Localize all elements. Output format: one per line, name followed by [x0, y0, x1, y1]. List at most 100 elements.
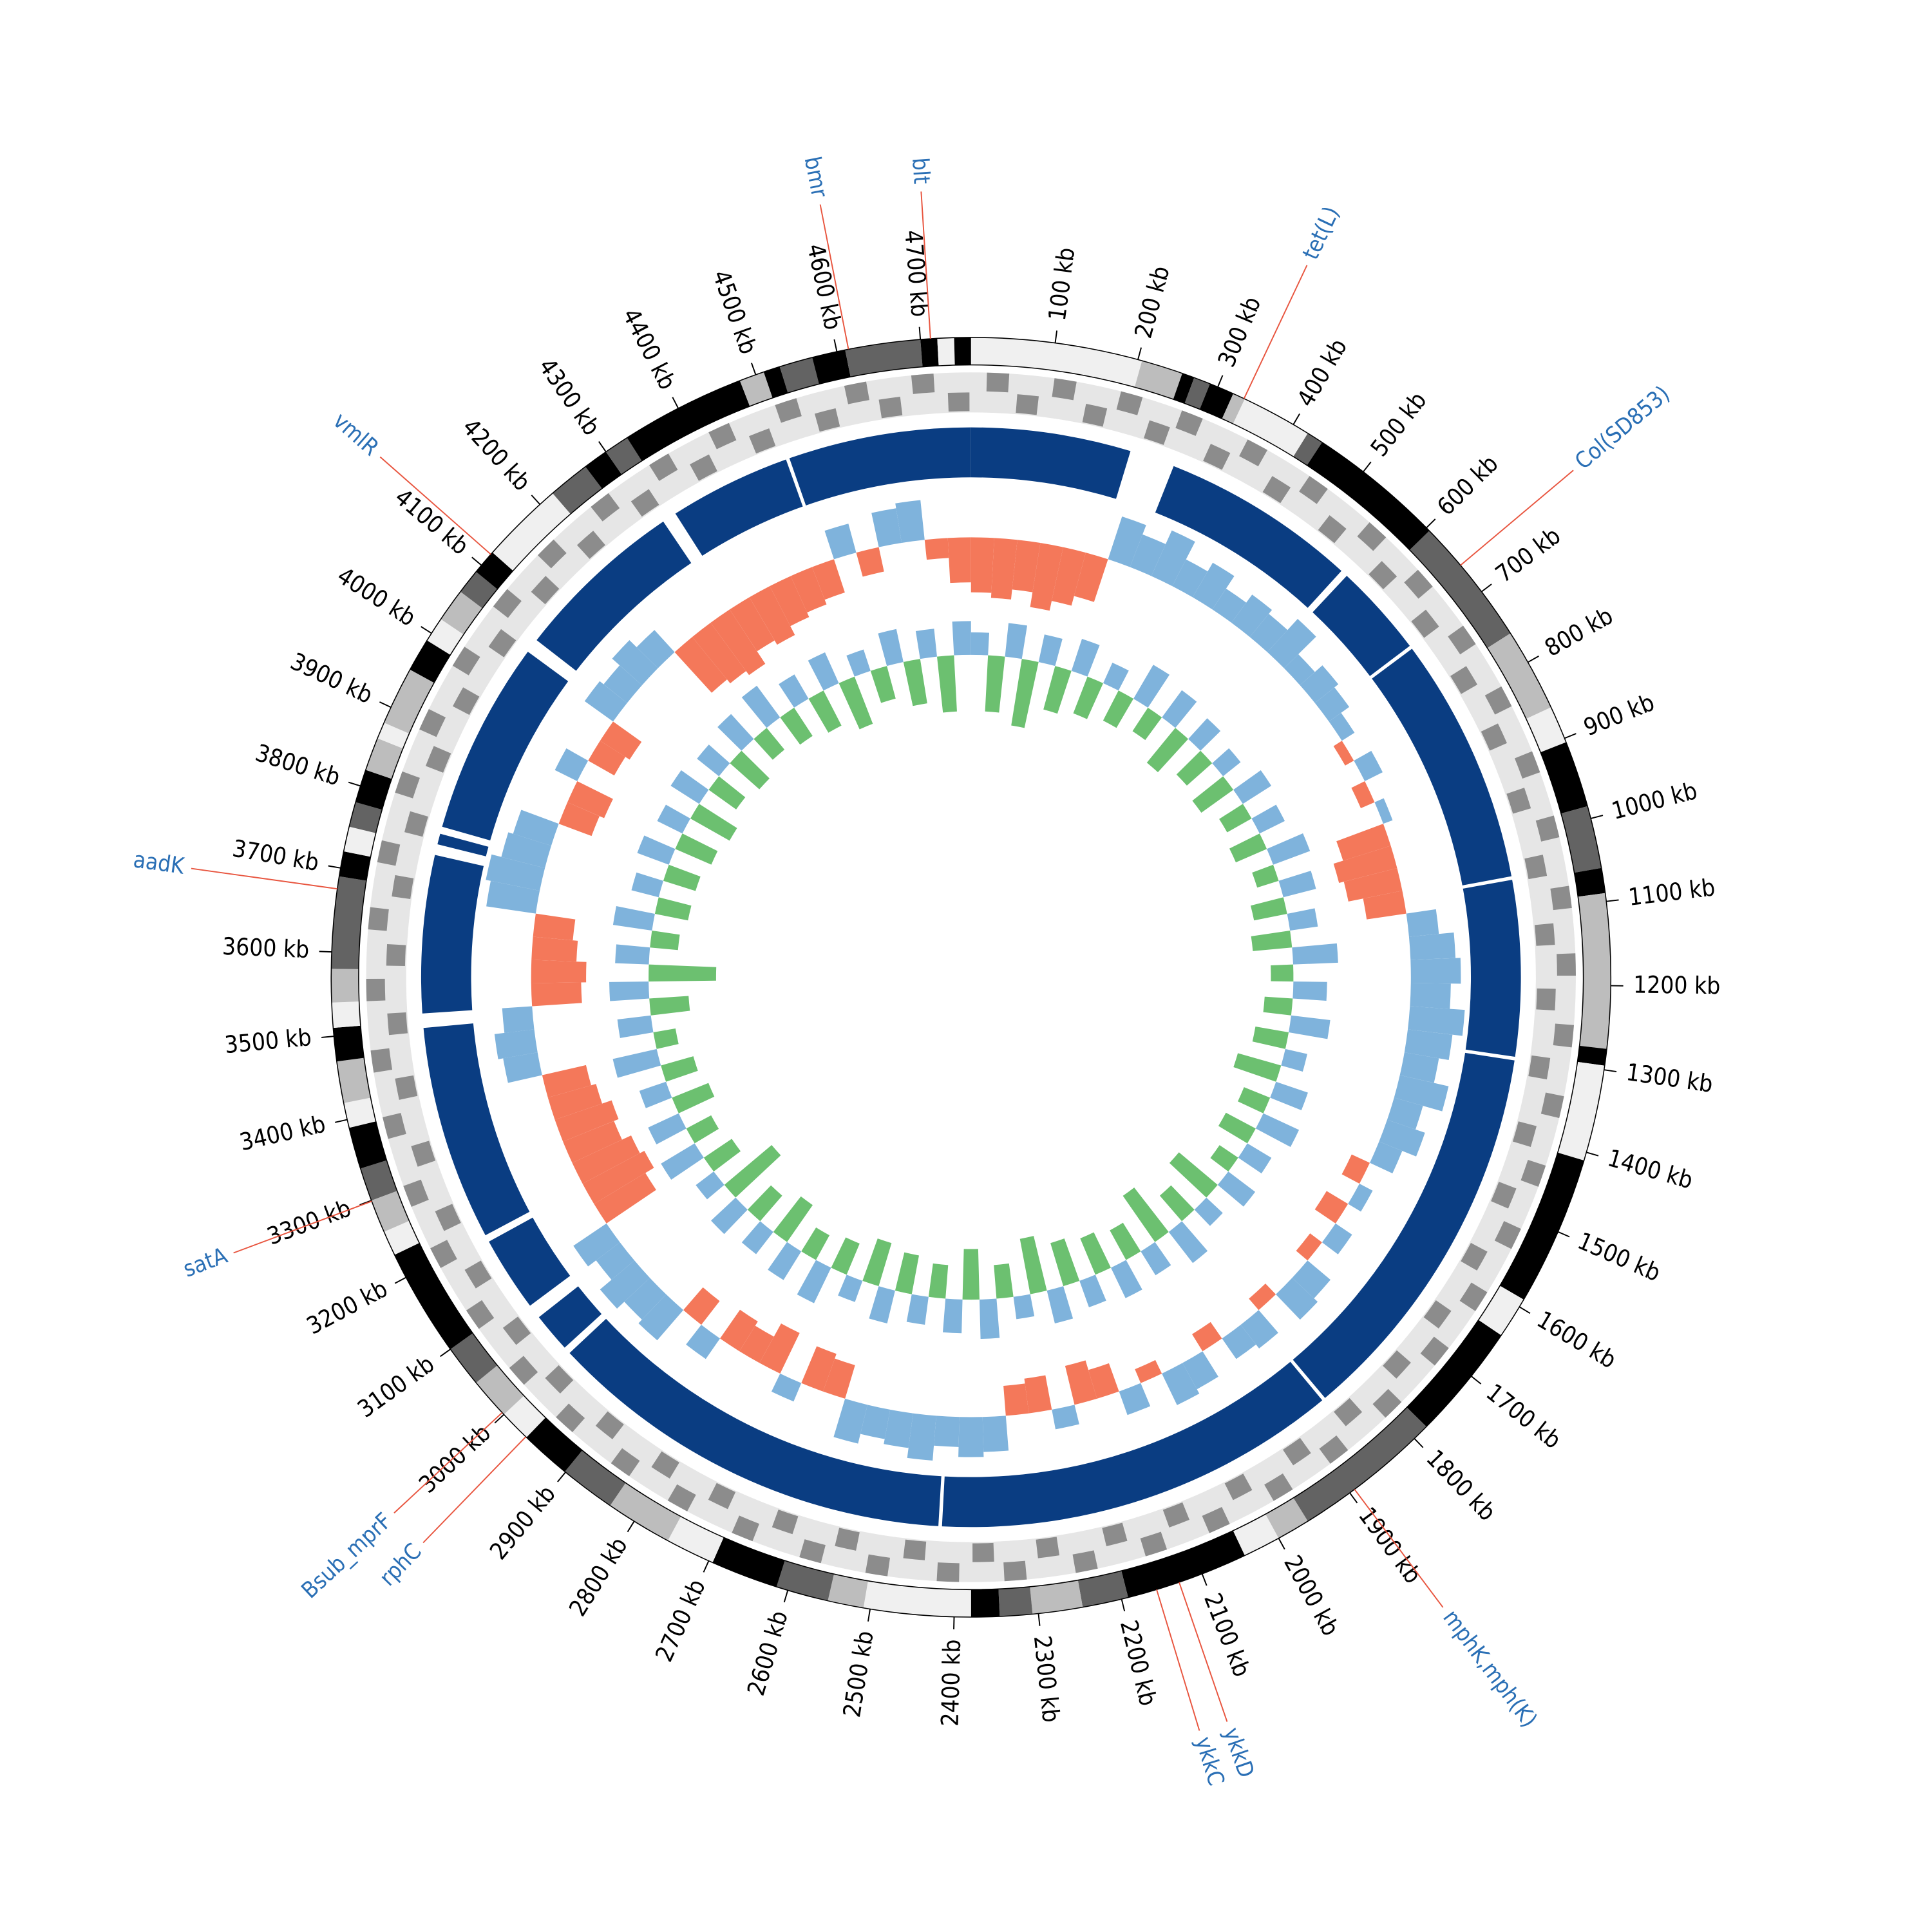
- gc-content-bar: [990, 538, 1018, 600]
- tick-label: 4200 kb: [457, 413, 536, 497]
- cds: [1461, 1242, 1488, 1271]
- gc-skew-bar: [1219, 804, 1252, 833]
- gc-skew-bar: [675, 833, 718, 865]
- cds: [1175, 410, 1203, 436]
- gc-content-bar: [486, 880, 540, 914]
- gc-skew-bar: [1281, 1048, 1307, 1072]
- gc-skew-bar: [1046, 1286, 1074, 1323]
- tick-label: 600 kb: [1432, 450, 1503, 521]
- tick-mark: [319, 951, 332, 953]
- cds: [1506, 788, 1531, 814]
- gene-leader: [1243, 265, 1308, 399]
- contig: [427, 619, 464, 655]
- cds: [425, 746, 451, 773]
- gc-content-bar: [982, 1416, 1009, 1452]
- contig: [343, 1097, 376, 1128]
- cds: [1450, 666, 1478, 694]
- gc-skew-bar: [1013, 1294, 1035, 1320]
- cds: [748, 428, 776, 454]
- cds: [576, 531, 605, 559]
- gc-skew-bar: [1217, 1171, 1256, 1207]
- tick-label: 800 kb: [1540, 601, 1617, 662]
- gc-content-bar: [1351, 781, 1375, 808]
- tick-label: 2700 kb: [650, 1575, 711, 1666]
- cds: [1264, 1473, 1293, 1501]
- gc-skew-bar: [1038, 634, 1063, 667]
- gc-content-bar: [1192, 562, 1235, 610]
- gc-skew-bar: [1122, 1187, 1169, 1242]
- gc-skew-bar: [1210, 1145, 1238, 1172]
- ring-outline: [358, 364, 1584, 1591]
- cds: [1203, 444, 1231, 470]
- block: [442, 651, 569, 841]
- gc-content-bar: [542, 1065, 591, 1098]
- gc-content-bar: [1406, 909, 1439, 937]
- gc-skew-bar: [741, 685, 781, 728]
- cds: [430, 1240, 457, 1269]
- gc-skew-bar: [703, 1139, 741, 1172]
- gc-skew-bar: [1073, 676, 1104, 719]
- gc-skew-bar: [1289, 1015, 1331, 1039]
- gc-skew-bar: [1251, 931, 1293, 951]
- tick-mark: [833, 339, 838, 352]
- tick-label: 3800 kb: [252, 739, 344, 791]
- tick-mark: [1137, 347, 1142, 360]
- gc-content-bar: [958, 1417, 984, 1457]
- gc-content-bar: [1387, 1097, 1423, 1130]
- gc-content-bar: [513, 810, 559, 846]
- gc-content-bar: [1012, 540, 1041, 592]
- gc-content-bar: [624, 1278, 667, 1320]
- contig: [440, 591, 482, 635]
- gc-content-bar: [884, 1409, 913, 1448]
- contig: [504, 1396, 546, 1437]
- gc-skew-bar: [1188, 718, 1221, 751]
- gc-content-bar: [554, 1100, 619, 1142]
- contig: [349, 1121, 387, 1169]
- gene-leader: [819, 204, 849, 350]
- gc-content-bar: [501, 832, 551, 868]
- tick-mark: [1528, 655, 1539, 663]
- gc-skew-bar: [1011, 659, 1039, 728]
- gc-content-bar: [1030, 542, 1063, 611]
- gc-skew-bar: [686, 1115, 719, 1144]
- tick-label: 4300 kb: [533, 353, 605, 440]
- cds: [708, 1482, 736, 1510]
- contig: [460, 571, 498, 609]
- gc-skew-bar: [648, 1113, 687, 1144]
- gc-content-bar: [1119, 1383, 1151, 1416]
- gc-content-bar: [486, 854, 545, 891]
- cds: [903, 1539, 927, 1560]
- contig: [450, 1333, 498, 1383]
- gc-content-bar: [1399, 1052, 1439, 1083]
- cds: [865, 1554, 891, 1577]
- gc-content-bar: [924, 538, 949, 560]
- gc-skew-bar: [650, 931, 680, 951]
- gc-skew-bar: [838, 676, 873, 730]
- tick-label: 900 kb: [1580, 688, 1658, 741]
- cds: [531, 576, 560, 605]
- tick-mark: [1606, 899, 1619, 902]
- contig: [1173, 373, 1195, 404]
- cds: [947, 392, 970, 412]
- gc-content-bar: [790, 567, 827, 613]
- gc-content-bar: [1336, 824, 1391, 861]
- tick-mark: [421, 626, 432, 634]
- gc-content-bar: [572, 1135, 640, 1184]
- tick-label: 1500 kb: [1574, 1227, 1665, 1287]
- gc-skew-bar: [1176, 750, 1213, 786]
- cds: [844, 381, 869, 404]
- gc-content-bar: [1333, 741, 1354, 766]
- gc-content-bar: [1172, 559, 1208, 598]
- gc-skew-bar: [661, 1056, 698, 1082]
- contig: [1561, 806, 1602, 873]
- cds: [772, 1510, 799, 1535]
- tick-mark: [1564, 733, 1577, 739]
- cds: [591, 493, 620, 522]
- tick-label: 500 kb: [1365, 386, 1432, 461]
- contig: [585, 451, 622, 489]
- gc-skew-bar: [1133, 665, 1170, 708]
- gc-content-bar: [1231, 594, 1273, 638]
- tick-label: 2500 kb: [838, 1629, 879, 1719]
- tick-mark: [1054, 330, 1058, 343]
- gc-content-bar: [1088, 1363, 1119, 1399]
